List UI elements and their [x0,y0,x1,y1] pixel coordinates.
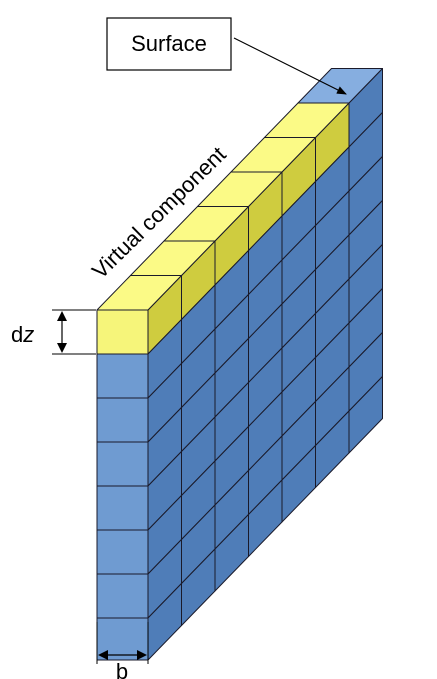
virtual-front-cell [96,309,149,355]
front-cell [96,573,149,619]
side-cell [348,376,383,454]
front-face-cells [96,309,149,661]
front-cell [96,397,149,443]
side-face-cells [147,68,383,661]
front-cell [96,485,149,531]
surface-label-box [106,17,232,71]
front-cell [96,353,149,399]
dz-dimension [52,309,96,355]
dz-label: dz [11,322,34,347]
b-label: b [116,659,128,679]
surface-top-cell [297,68,383,104]
front-cell [96,441,149,487]
top-face-cells [96,68,383,311]
surface-label: Surface [131,31,207,56]
b-dimension [96,622,149,664]
front-cell [96,529,149,575]
surface-pointer-arrow [233,37,347,95]
